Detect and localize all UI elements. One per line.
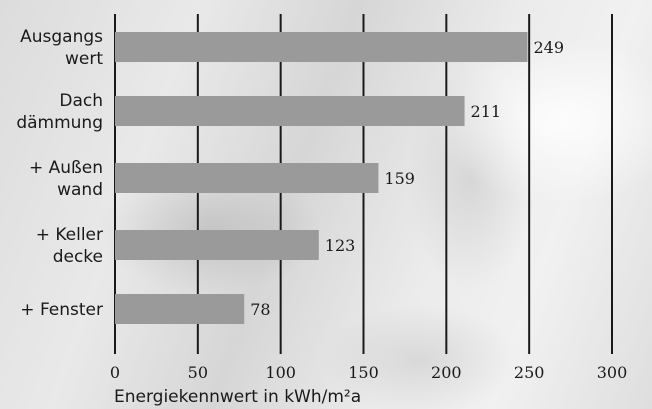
value-label: 249 xyxy=(534,38,565,57)
x-tick-label: 200 xyxy=(431,363,462,382)
value-label: 159 xyxy=(384,169,415,188)
x-tick-label: 150 xyxy=(348,363,379,382)
bars xyxy=(115,32,528,324)
bar xyxy=(115,163,379,193)
bar xyxy=(115,294,245,324)
x-tick-label: 50 xyxy=(188,363,208,382)
x-tick-label: 300 xyxy=(597,363,628,382)
bar xyxy=(115,32,528,62)
category-label: + Außen wand xyxy=(29,158,103,200)
value-label: 123 xyxy=(325,236,356,255)
category-label: + Keller decke xyxy=(36,225,103,267)
x-axis-title: Energiekennwert in kWh/m²a xyxy=(114,387,361,407)
x-tick-labels: 0 50 100 150 200 250 300 xyxy=(110,363,627,382)
category-label: Dach dämmung xyxy=(16,91,103,133)
category-label: + Fenster xyxy=(20,300,103,320)
value-label: 78 xyxy=(250,300,270,319)
x-tick-label: 0 xyxy=(110,363,120,382)
value-label: 211 xyxy=(471,102,502,121)
bar xyxy=(115,230,319,260)
category-labels: Ausgangs wert Dach dämmung + Außen wand + Kell… xyxy=(16,27,103,320)
bar xyxy=(115,96,465,126)
x-tick-label: 250 xyxy=(514,363,545,382)
value-labels: 249 211 159 123 78 xyxy=(250,38,564,319)
x-tick-label: 100 xyxy=(265,363,296,382)
category-label: Ausgangs wert xyxy=(20,27,103,69)
